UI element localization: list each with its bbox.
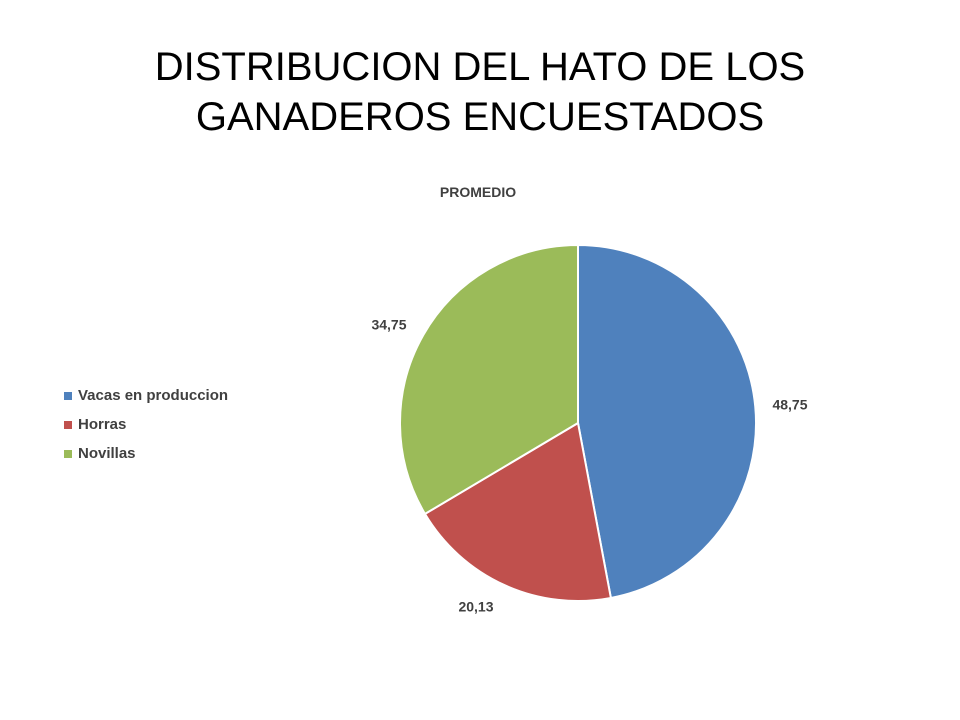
legend-swatch xyxy=(64,391,72,400)
legend-label: Vacas en produccion xyxy=(78,387,229,404)
chart-title: PROMEDIO xyxy=(440,184,516,200)
legend-item-horras: Horras xyxy=(64,410,228,439)
legend-label: Novillas xyxy=(78,445,136,462)
pie-slices xyxy=(399,243,757,603)
slice-vacas-en-produccion xyxy=(577,243,757,600)
chart-legend: Vacas en produccion Horras Novillas xyxy=(64,381,228,468)
data-labels: 48,75 20,13 34,75 xyxy=(371,317,807,615)
slide-title: DISTRIBUCION DEL HATO DE LOS GANADEROS E… xyxy=(154,45,806,139)
legend-swatch xyxy=(64,449,72,458)
slice-novillas xyxy=(399,243,579,516)
data-label: 34,75 xyxy=(371,317,406,333)
legend-item-vacas: Vacas en produccion xyxy=(64,381,228,410)
data-label: 20,13 xyxy=(458,599,493,615)
legend-label: Horras xyxy=(78,416,127,433)
slice-horras xyxy=(423,421,613,603)
data-label: 48,75 xyxy=(772,397,807,413)
legend-swatch xyxy=(64,420,72,429)
legend-item-novillas: Novillas xyxy=(64,439,228,468)
